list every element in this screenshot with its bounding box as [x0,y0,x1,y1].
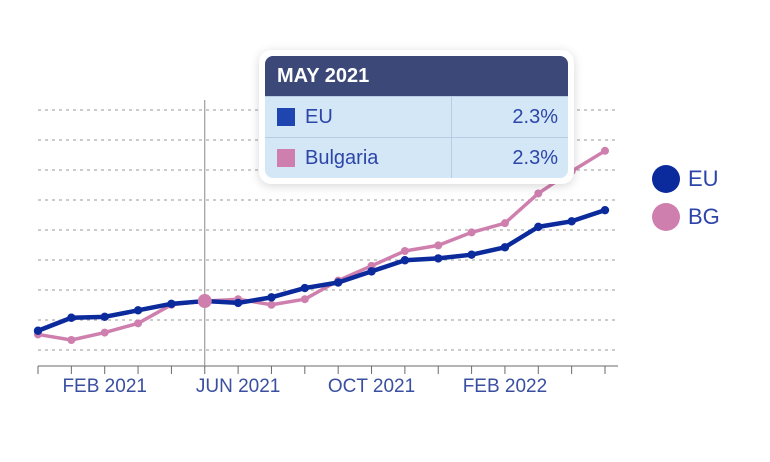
data-point-eu [300,283,310,293]
data-point-bulgaria [601,146,609,155]
tooltip-value-eu: 2.3% [512,105,558,128]
data-point-eu [567,217,576,226]
x-tick-label: JUN 2021 [196,376,281,397]
legend-label-bg: BG [688,204,720,229]
highlight-marker [197,294,212,309]
data-point-bulgaria [500,219,509,228]
x-tick-label: FEB 2022 [463,376,548,397]
tooltip-title: MAY 2021 [265,56,568,96]
data-point-bulgaria [400,246,409,255]
data-point-eu [33,326,43,335]
legend-item-eu[interactable]: EU [652,160,720,198]
tooltip-name-bulgaria: Bulgaria [305,146,379,169]
tooltip-swatch-eu [277,108,295,126]
data-point-eu [67,313,76,322]
data-point-eu [400,256,410,265]
series-line-eu [35,207,608,333]
data-point-eu [367,267,376,276]
data-point-bulgaria [300,295,309,304]
legend-item-bg[interactable]: BG [652,198,720,236]
data-point-eu [467,250,476,259]
data-point-eu [233,298,243,308]
data-point-eu [434,254,443,263]
tooltip-value-bulgaria: 2.3% [512,146,558,169]
tooltip: MAY 2021 EU 2.3% Bulgaria 2.3% [259,50,574,184]
data-point-bulgaria [467,228,476,237]
data-point-eu [100,312,109,322]
series-line-bulgaria [36,149,607,342]
data-point-bulgaria [134,319,143,328]
data-point-eu [500,243,510,252]
data-point-bulgaria [534,189,543,198]
data-point-eu [534,222,543,232]
data-point-bulgaria [100,328,109,337]
legend-dot-eu [652,165,680,193]
data-point-eu [600,205,610,215]
data-point-eu [267,293,276,302]
tooltip-row-eu: EU 2.3% [265,96,568,137]
data-point-bulgaria [267,300,276,309]
legend: EU BG [652,160,720,236]
legend-dot-bg [652,203,680,231]
tooltip-name-eu: EU [305,105,333,128]
legend-label-eu: EU [688,166,719,191]
data-point-bulgaria [67,336,76,345]
tooltip-swatch-bulgaria [277,149,295,167]
x-axis: FEB 2021 JUN 2021 OCT 2021 FEB 2022 [37,100,618,397]
tooltip-row-bulgaria: Bulgaria 2.3% [265,137,568,178]
x-tick-label: FEB 2021 [62,376,147,397]
data-point-eu [333,278,343,287]
x-tick-label: OCT 2021 [328,376,415,397]
series-group [33,146,610,345]
data-point-eu [167,299,176,309]
data-point-eu [133,306,143,315]
data-point-bulgaria [434,241,443,250]
